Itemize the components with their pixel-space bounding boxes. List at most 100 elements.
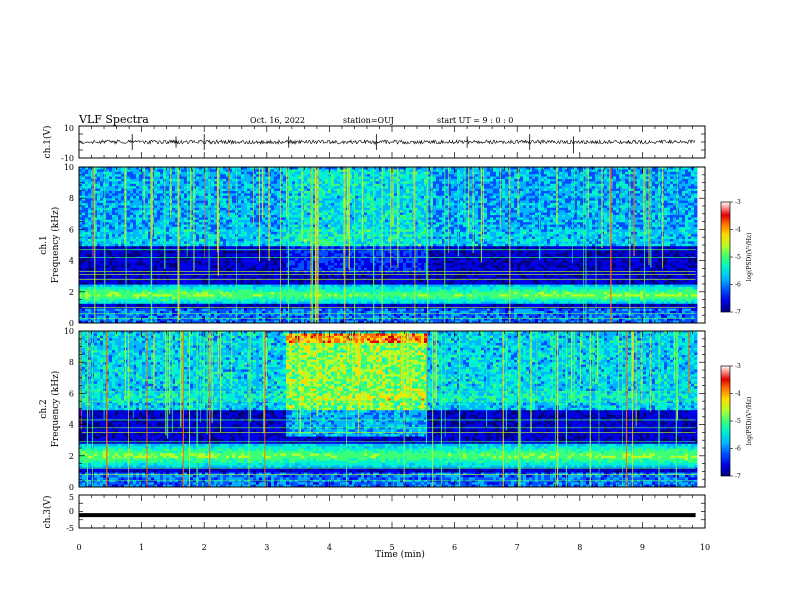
spectrogram-cell: [166, 212, 170, 216]
spectrogram-cell: [145, 243, 149, 247]
spectrogram-cell: [241, 287, 245, 290]
spectrogram-cell: [190, 279, 194, 283]
spectrogram-cell: [175, 318, 179, 321]
spectrogram-cell: [139, 167, 143, 170]
spectrogram-cell: [274, 179, 278, 182]
spectrogram-cell: [295, 219, 299, 223]
spectrogram-cell: [187, 224, 191, 228]
spectrogram-cell: [169, 260, 173, 264]
spectrogram-cell: [301, 198, 305, 201]
spectrogram-cell: [277, 303, 281, 307]
spectrogram-cell: [277, 251, 281, 254]
spectrogram-cell: [97, 212, 101, 216]
spectrogram-cell: [112, 205, 116, 209]
spectrogram-cell: [211, 195, 215, 199]
spectrogram-cell: [259, 315, 263, 319]
spectrogram-cell: [100, 239, 104, 242]
spectrogram-cell: [154, 291, 158, 295]
spectrogram-cell: [295, 282, 299, 285]
spectrogram-cell: [136, 222, 140, 225]
spectrogram-cell: [91, 263, 95, 266]
spectrogram-cell: [298, 258, 302, 261]
spectrogram-cell: [196, 318, 200, 321]
spectrogram-cell: [217, 320, 221, 323]
spectrogram-cell: [271, 217, 275, 221]
spectrogram-cell: [253, 207, 257, 211]
spectrogram-cell: [247, 287, 251, 290]
spectrogram-cell: [154, 203, 158, 206]
spectrogram-cell: [265, 210, 269, 213]
spectrogram-cell: [268, 205, 272, 209]
spectrogram-cell: [295, 313, 299, 317]
spectrogram-cell: [244, 181, 248, 185]
spectrogram-cell: [202, 258, 206, 261]
spectrogram-cell: [190, 198, 194, 201]
spectrogram-cell: [199, 313, 203, 317]
spectrogram-cell: [136, 171, 140, 175]
spectrogram-cell: [256, 308, 260, 312]
spectrogram-cell: [181, 217, 185, 221]
spectrogram-cell: [139, 294, 143, 297]
spectrogram-cell: [196, 282, 200, 285]
spectrogram-cell: [97, 195, 101, 199]
spectrogram-cell: [190, 243, 194, 247]
spectrogram-cell: [106, 200, 110, 204]
spectrogram-cell: [211, 193, 215, 197]
spectrogram-cell: [94, 188, 98, 192]
spectrogram-cell: [268, 275, 272, 278]
spectrogram-cell: [118, 308, 122, 312]
spectrogram-cell: [220, 313, 224, 317]
spectrogram-cell: [106, 284, 110, 288]
spectrogram-cell: [175, 195, 179, 199]
spectrogram-cell: [205, 234, 209, 237]
spectrogram-cell: [232, 263, 236, 266]
spectrogram-cell: [241, 308, 245, 312]
spectrogram-cell: [79, 294, 83, 297]
spectrogram-cell: [172, 171, 176, 175]
spectrogram-cell: [130, 217, 134, 221]
spectrogram-cell: [142, 308, 146, 312]
spectrogram-cell: [190, 205, 194, 209]
spectrogram-cell: [82, 246, 86, 249]
spectrogram-cell: [223, 258, 227, 261]
spectrogram-cell: [265, 251, 269, 254]
spectrogram-cell: [178, 171, 182, 175]
spectrogram-cell: [244, 186, 248, 189]
spectrogram-cell: [175, 301, 179, 305]
spectrogram-cell: [265, 289, 269, 293]
spectrogram-cell: [136, 200, 140, 204]
spectrogram-cell: [247, 246, 251, 249]
spectrogram-cell: [118, 260, 122, 264]
spectrogram-cell: [145, 260, 149, 264]
spectrogram-cell: [121, 311, 125, 314]
spectrogram-cell: [88, 241, 92, 245]
spectrogram-cell: [136, 176, 140, 180]
spectrogram-cell: [79, 265, 83, 269]
spectrogram-cell: [262, 203, 266, 206]
spectrogram-cell: [193, 222, 197, 225]
spectrogram-cell: [301, 289, 305, 293]
spectrogram-cell: [232, 251, 236, 254]
spectrogram-cell: [178, 229, 182, 233]
spectrogram-cell: [292, 315, 296, 319]
spectrogram-cell: [148, 253, 152, 257]
spectrogram-cell: [241, 260, 245, 264]
spectrogram-cell: [289, 186, 293, 189]
spectrogram-cell: [214, 253, 218, 257]
spectrogram-cell: [247, 186, 251, 189]
spectrogram-cell: [88, 251, 92, 254]
spectrogram-cell: [97, 203, 101, 206]
spectrogram-cell: [172, 263, 176, 266]
spectrogram-cell: [100, 231, 104, 235]
spectrogram-cell: [205, 265, 209, 269]
spectrogram-cell: [205, 308, 209, 312]
spectrogram-cell: [130, 205, 134, 209]
spectrogram-cell: [172, 234, 176, 237]
spectrogram-cell: [211, 258, 215, 261]
spectrogram-cell: [256, 260, 260, 264]
spectrogram-cell: [259, 246, 263, 249]
spectrogram-cell: [85, 198, 89, 201]
spectrogram-cell: [175, 207, 179, 211]
spectrogram-cell: [301, 253, 305, 257]
spectrogram-cell: [79, 176, 83, 180]
